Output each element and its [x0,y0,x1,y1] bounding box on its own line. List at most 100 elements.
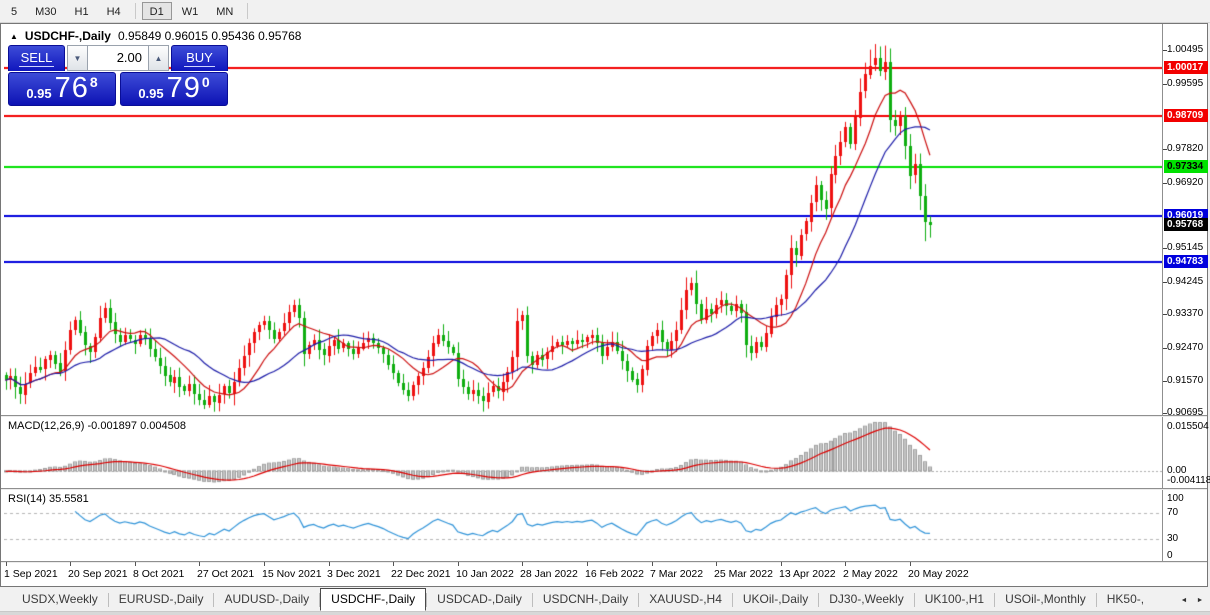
chart-tab-dj30-weekly[interactable]: DJ30-,Weekly [829,592,904,606]
chart-tab-audusd-daily[interactable]: AUDUSD-,Daily [224,592,310,606]
sell-button[interactable]: SELL [8,45,65,71]
time-axis-tick [393,562,394,566]
macd-axis-label: 0.015504 [1167,421,1209,432]
price-axis-label: 0.91570 [1167,375,1204,386]
time-axis-tick [70,562,71,566]
chart-title-ohlc: 0.95849 0.96015 0.95436 0.95768 [117,29,302,43]
price-axis-tick [1163,282,1167,283]
chart-tab-usoil-monthly[interactable]: USOil-,Monthly [1005,592,1086,606]
chart-tab-eurusd-daily[interactable]: EURUSD-,Daily [118,592,204,606]
chart-title-row: ▲ USDCHF-,Daily 0.95849 0.96015 0.95436 … [10,29,301,43]
chart-tab-hk50[interactable]: HK50-, [1106,592,1145,606]
sell-price-button[interactable]: 0.95 76 8 [8,72,116,106]
rsi-axis-label: 0 [1167,550,1173,561]
timeframe-button-m30[interactable]: M30 [35,6,57,18]
macd-indicator-chart[interactable] [4,419,1162,486]
rsi-value: 35.5581 [48,493,89,505]
tab-separator [731,592,733,607]
timeframe-button-5[interactable]: 5 [11,6,18,18]
toolbar-separator [134,3,136,19]
macd-values: -0.001897 0.004508 [87,420,186,432]
buy-button[interactable]: BUY [171,45,228,71]
tab-separator [994,592,996,607]
time-axis-label: 15 Nov 2021 [262,568,322,580]
price-badge-blue: 0.94783 [1164,255,1208,268]
rsi-indicator-chart[interactable] [4,492,1162,560]
time-axis-label: 20 May 2022 [908,568,969,580]
tab-scroll-right-button[interactable]: ► [1193,591,1207,609]
volume-input[interactable]: 2.00 [88,45,148,71]
rsi-name: RSI(14) [8,493,46,505]
tab-scroll-buttons: ◄ ► [1177,591,1207,609]
timeframe-button-h4[interactable]: H4 [106,6,121,18]
buy-price-pip-digit: 0 [201,74,210,90]
panel-separator[interactable] [1,488,1207,490]
price-axis-label: 0.96920 [1167,177,1204,188]
price-axis-tick [1163,50,1167,51]
buy-price-button[interactable]: 0.95 79 0 [120,72,228,106]
time-axis-tick [716,562,717,566]
price-axis-tick [1163,381,1167,382]
tab-scroll-left-button[interactable]: ◄ [1177,591,1191,609]
price-badge-green: 0.97334 [1164,160,1208,173]
macd-axis-label: -0.004118 [1167,475,1210,486]
chart-tab-usdcnh-daily[interactable]: USDCNH-,Daily [542,592,629,606]
price-axis-tick [1163,248,1167,249]
price-badge-red: 1.00017 [1164,61,1208,74]
time-axis-label: 22 Dec 2021 [391,568,451,580]
tab-separator [638,592,640,607]
time-axis-tick [781,562,782,566]
panel-separator[interactable] [1,415,1207,417]
timeframe-button-w1[interactable]: W1 [181,6,199,18]
time-axis-label: 1 Sep 2021 [4,568,58,580]
tab-separator [213,592,215,607]
macd-name: MACD(12,26,9) [8,420,85,432]
chart-tab-ukoil-daily[interactable]: UKOil-,Daily [742,592,809,606]
volume-decrease-button[interactable]: ▼ [67,45,88,71]
volume-increase-button[interactable]: ▲ [148,45,169,71]
time-axis-label: 7 Mar 2022 [650,568,704,580]
timeframe-button-h1[interactable]: H1 [74,6,89,18]
time-axis-tick [652,562,653,566]
chart-tab-usdchf-daily[interactable]: USDCHF-,Daily [320,588,427,611]
collapse-arrow-icon[interactable]: ▲ [10,31,18,41]
time-axis-label: 27 Oct 2021 [197,568,255,580]
time-axis-tick [264,562,265,566]
scroll-left-icon: ◄ [1180,596,1188,604]
time-axis-tick [329,562,330,566]
time-axis-tick [587,562,588,566]
time-axis-label: 28 Jan 2022 [520,568,578,580]
timeframe-button-mn[interactable]: MN [216,6,234,18]
one-click-trading-panel: SELL ▼ 2.00 ▲ BUY 0.95 76 8 0.95 79 0 [8,45,228,106]
time-axis-tick [522,562,523,566]
price-badge-black: 0.95768 [1164,218,1208,231]
tab-separator [426,592,428,607]
toolbar-separator [247,3,249,19]
volume-spinner: ▼ 2.00 ▲ [67,45,169,71]
rsi-axis-label: 30 [1167,533,1179,544]
time-axis-tick [135,562,136,566]
price-axis-label: 0.92470 [1167,342,1204,353]
rsi-axis-label: 100 [1167,493,1184,504]
chart-tab-xauusd-h4[interactable]: XAUUSD-,H4 [649,592,722,606]
chart-tab-usdcad-daily[interactable]: USDCAD-,Daily [437,592,522,606]
price-axis-separator [1162,24,1163,562]
price-axis-tick [1163,348,1167,349]
time-axis-label: 20 Sep 2021 [68,568,128,580]
price-axis-label: 0.99595 [1167,78,1204,89]
chart-tab-uk100-h1[interactable]: UK100-,H1 [924,592,985,606]
buy-price-prefix: 0.95 [138,86,164,101]
time-axis-label: 13 Apr 2022 [779,568,836,580]
tab-separator [531,592,533,607]
price-axis-tick [1163,149,1167,150]
price-badge-red: 0.98709 [1164,109,1208,122]
chart-tab-usdx-weekly[interactable]: USDX,Weekly [22,592,98,606]
time-axis-tick [458,562,459,566]
price-axis-tick [1163,314,1167,315]
timeframe-button-d1[interactable]: D1 [141,2,172,20]
price-axis-tick [1163,413,1167,414]
time-axis-label: 2 May 2022 [843,568,898,580]
sell-price-prefix: 0.95 [26,86,52,101]
sell-button-label: SELL [18,50,55,67]
